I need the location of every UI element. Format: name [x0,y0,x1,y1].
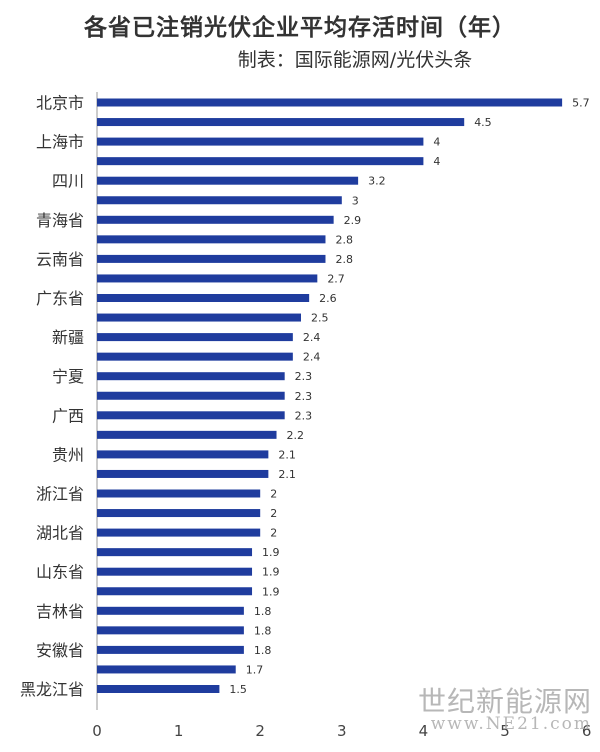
data-label: 3.2 [368,175,386,188]
data-label: 2.9 [344,214,362,227]
bar [97,118,465,127]
data-label: 5.7 [572,97,590,110]
x-tick-label: 0 [92,722,102,740]
data-label: 2 [270,527,277,540]
bar [97,430,277,439]
bar [97,294,310,302]
category-label: 安徽省 [36,641,84,660]
data-label: 2.4 [303,351,321,364]
data-label: 1.9 [262,585,280,598]
category-label: 吉林省 [36,602,84,621]
data-label: 2.2 [287,429,305,442]
data-label: 1.8 [254,644,272,657]
data-label: 2.1 [278,448,296,461]
bar [97,606,244,615]
data-label: 4 [433,155,440,168]
category-label: 黑龙江省 [20,680,84,699]
data-label: 2.8 [335,233,353,246]
x-tick-label: 2 [255,722,265,740]
bar [97,352,293,361]
bar [97,98,563,107]
bar [97,215,334,224]
bar [97,196,342,205]
x-tick-label: 6 [582,722,592,740]
bar [97,137,424,146]
bar [97,372,285,381]
data-label: 2.8 [335,253,353,266]
bar [97,489,261,498]
data-label: 1.5 [229,683,247,696]
data-label: 4.5 [474,116,492,129]
x-tick-label: 1 [174,722,184,740]
bar [97,176,359,185]
category-label: 北京市 [36,94,84,113]
bar [97,450,269,459]
data-label: 4 [433,136,440,149]
data-label: 2 [270,488,277,501]
bar [97,626,244,635]
data-label: 2.3 [295,390,313,403]
bar [97,254,326,263]
category-label: 云南省 [36,250,84,269]
chart-title: 各省已注销光伏企业平均存活时间（年） [84,15,516,41]
category-label: 青海省 [36,211,84,230]
bar [97,333,293,342]
category-label: 宁夏 [52,367,84,386]
category-label: 广西 [52,406,84,425]
data-label: 2.7 [327,272,345,285]
category-label: 贵州 [52,445,84,464]
category-label: 湖北省 [36,524,84,543]
data-label: 1.7 [246,663,264,676]
data-label: 1.8 [254,624,272,637]
data-label: 2.3 [295,370,313,383]
bar [97,469,269,478]
data-label: 2.1 [278,468,296,481]
chart-subtitle: 制表：国际能源网/光伏头条 [237,49,473,71]
bar [97,411,285,420]
bar [97,645,244,654]
data-label: 1.9 [262,546,280,559]
bar [97,274,318,283]
category-label: 浙江省 [36,485,84,504]
bar [97,567,253,576]
bar [97,235,326,244]
bar [97,587,253,596]
watermark-line1: 世纪新能源网 [417,684,592,718]
watermark: 世纪新能源网 www.NE21.com [417,684,592,735]
bar [97,665,236,674]
bar [97,313,301,322]
bar [97,391,285,400]
data-label: 2.4 [303,331,321,344]
bar [97,509,261,518]
bar [97,548,253,557]
data-label: 2.6 [319,292,337,305]
x-tick-label: 3 [337,722,347,740]
data-label: 1.9 [262,566,280,579]
category-label: 上海市 [36,133,84,152]
category-label: 广东省 [36,289,84,308]
watermark-line2: www.NE21.com [430,714,592,735]
data-label: 2.5 [311,312,329,325]
data-label: 1.8 [254,605,272,618]
data-label: 3 [352,194,359,207]
bar [97,528,261,537]
category-label: 山东省 [36,563,84,582]
category-label: 四川 [52,172,84,191]
data-label: 2 [270,507,277,520]
data-label: 2.3 [295,409,313,422]
bar [97,157,424,166]
x-tick-label: 4 [419,722,429,740]
bar [97,685,220,693]
x-tick-label: 5 [500,722,510,740]
category-label: 新疆 [52,328,84,347]
